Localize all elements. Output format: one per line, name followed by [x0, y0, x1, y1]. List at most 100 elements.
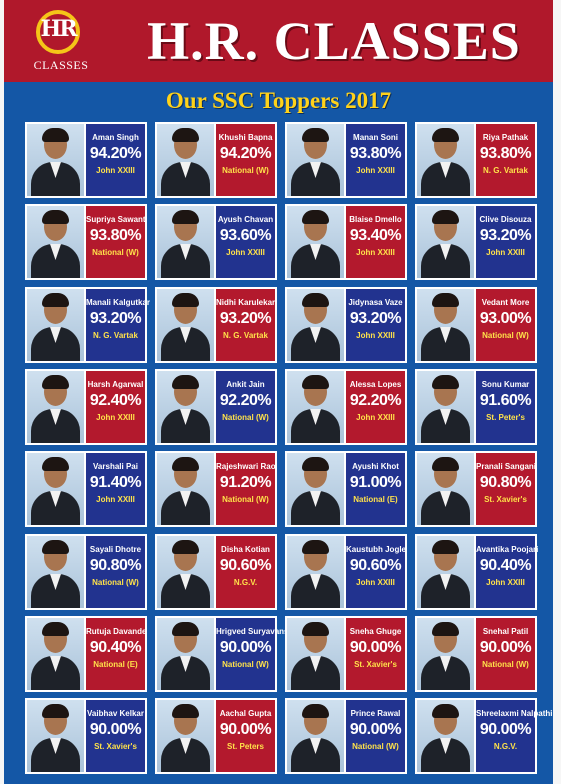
- topper-score: 91.00%: [349, 474, 402, 491]
- photo-hair: [302, 540, 329, 554]
- topper-score: 90.40%: [479, 557, 532, 574]
- topper-card: Sneha Ghuge 90.00% St. Xavier's: [285, 616, 407, 692]
- topper-card: Ankit Jain 92.20% National (W): [155, 369, 277, 445]
- photo-hair: [42, 622, 69, 636]
- topper-name: Kaustubh Jogle: [346, 545, 407, 554]
- topper-school: N. G. Vartak: [223, 331, 268, 340]
- topper-card: Aman Singh 94.20% John XXIII: [25, 122, 147, 198]
- topper-school: National (W): [222, 166, 269, 175]
- topper-school: National (W): [482, 660, 529, 669]
- topper-info-panel: Manali Kalgutkar 93.20% N. G. Vartak: [86, 289, 151, 361]
- photo-collar: [310, 409, 321, 425]
- photo-hair: [172, 293, 199, 307]
- topper-score: 93.20%: [479, 227, 532, 244]
- photo-collar: [310, 738, 321, 754]
- topper-card: Disha Kotian 90.60% N.G.V.: [155, 534, 277, 610]
- student-photo: [417, 206, 474, 278]
- topper-score: 90.80%: [479, 474, 532, 491]
- student-photo: [417, 618, 474, 690]
- topper-card: Rajeshwari Rao 91.20% National (W): [155, 451, 277, 527]
- student-photo: [417, 124, 474, 196]
- photo-hair: [172, 704, 199, 718]
- topper-score: 90.60%: [349, 557, 402, 574]
- photo-collar: [440, 738, 451, 754]
- student-photo: [27, 453, 84, 525]
- topper-school: National (W): [482, 331, 529, 340]
- student-photo: [27, 124, 84, 196]
- topper-score: 93.20%: [349, 310, 402, 327]
- topper-score: 90.60%: [219, 557, 272, 574]
- topper-info-panel: Avantika Poojari 90.40% John XXIII: [476, 536, 538, 608]
- photo-hair: [42, 704, 69, 718]
- topper-name: Manali Kalgutkar: [86, 298, 151, 307]
- photo-hair: [302, 293, 329, 307]
- student-photo: [287, 536, 344, 608]
- header-banner: HR CLASSES H.R. CLASSES: [4, 0, 553, 82]
- photo-collar: [50, 656, 61, 672]
- topper-score: 90.00%: [349, 639, 402, 656]
- topper-info-panel: Ankit Jain 92.20% National (W): [216, 371, 275, 443]
- student-photo: [417, 536, 474, 608]
- topper-name: Nidhi Karulekar: [216, 298, 276, 307]
- photo-hair: [432, 704, 459, 718]
- student-photo: [287, 206, 344, 278]
- topper-info-panel: Aman Singh 94.20% John XXIII: [86, 124, 145, 196]
- topper-school: National (W): [222, 660, 269, 669]
- topper-name: Alessa Lopes: [349, 380, 402, 389]
- photo-collar: [440, 409, 451, 425]
- photo-hair: [432, 457, 459, 471]
- student-photo: [157, 289, 214, 361]
- topper-info-panel: Ayushi Khot 91.00% National (E): [346, 453, 405, 525]
- topper-card: Nidhi Karulekar 93.20% N. G. Vartak: [155, 287, 277, 363]
- student-photo: [417, 453, 474, 525]
- topper-score: 91.20%: [219, 474, 272, 491]
- topper-card: Vedant More 93.00% National (W): [415, 287, 537, 363]
- topper-school: N. G. Vartak: [93, 331, 138, 340]
- topper-name: Rutuja Davande: [86, 627, 147, 636]
- topper-card: Sayali Dhotre 90.80% National (W): [25, 534, 147, 610]
- topper-name: Vedant More: [481, 298, 530, 307]
- topper-school: John XXIII: [486, 248, 525, 257]
- photo-hair: [432, 375, 459, 389]
- topper-info-panel: Hrigved Suryavanshi 90.00% National (W): [216, 618, 296, 690]
- photo-collar: [440, 656, 451, 672]
- topper-info-panel: Harsh Agarwal 92.40% John XXIII: [86, 371, 145, 443]
- photo-collar: [440, 162, 451, 178]
- topper-school: John XXIII: [356, 578, 395, 587]
- photo-hair: [432, 622, 459, 636]
- topper-school: St. Xavier's: [484, 495, 527, 504]
- student-photo: [287, 371, 344, 443]
- topper-name: Riya Pathak: [482, 133, 529, 142]
- topper-score: 90.00%: [479, 639, 532, 656]
- topper-name: Harsh Agarwal: [87, 380, 144, 389]
- logo-text: CLASSES: [33, 58, 89, 72]
- topper-info-panel: Supriya Sawant 93.80% National (W): [86, 206, 146, 278]
- photo-hair: [42, 128, 69, 142]
- photo-collar: [310, 327, 321, 343]
- photo-hair: [302, 128, 329, 142]
- topper-name: Varshali Pai: [93, 462, 138, 471]
- topper-card: Alessa Lopes 92.20% John XXIII: [285, 369, 407, 445]
- photo-collar: [180, 738, 191, 754]
- topper-info-panel: Disha Kotian 90.60% N.G.V.: [216, 536, 275, 608]
- photo-hair: [42, 457, 69, 471]
- topper-score: 93.60%: [219, 227, 272, 244]
- topper-info-panel: Clive Disouza 93.20% John XXIII: [476, 206, 535, 278]
- photo-collar: [50, 409, 61, 425]
- topper-info-panel: Jidynasa Vaze 93.20% John XXIII: [346, 289, 405, 361]
- topper-card: Ayushi Khot 91.00% National (E): [285, 451, 407, 527]
- photo-hair: [172, 128, 199, 142]
- student-photo: [287, 453, 344, 525]
- topper-score: 93.80%: [479, 145, 532, 162]
- topper-score: 94.20%: [219, 145, 272, 162]
- topper-school: John XXIII: [96, 166, 135, 175]
- topper-score: 92.20%: [349, 392, 402, 409]
- topper-card: Supriya Sawant 93.80% National (W): [25, 204, 147, 280]
- topper-score: 90.00%: [479, 721, 532, 738]
- topper-card: Prince Rawal 90.00% National (W): [285, 698, 407, 774]
- photo-collar: [50, 738, 61, 754]
- student-photo: [27, 618, 84, 690]
- topper-card: Manali Kalgutkar 93.20% N. G. Vartak: [25, 287, 151, 363]
- topper-school: John XXIII: [96, 495, 135, 504]
- topper-info-panel: Prince Rawal 90.00% National (W): [346, 700, 405, 772]
